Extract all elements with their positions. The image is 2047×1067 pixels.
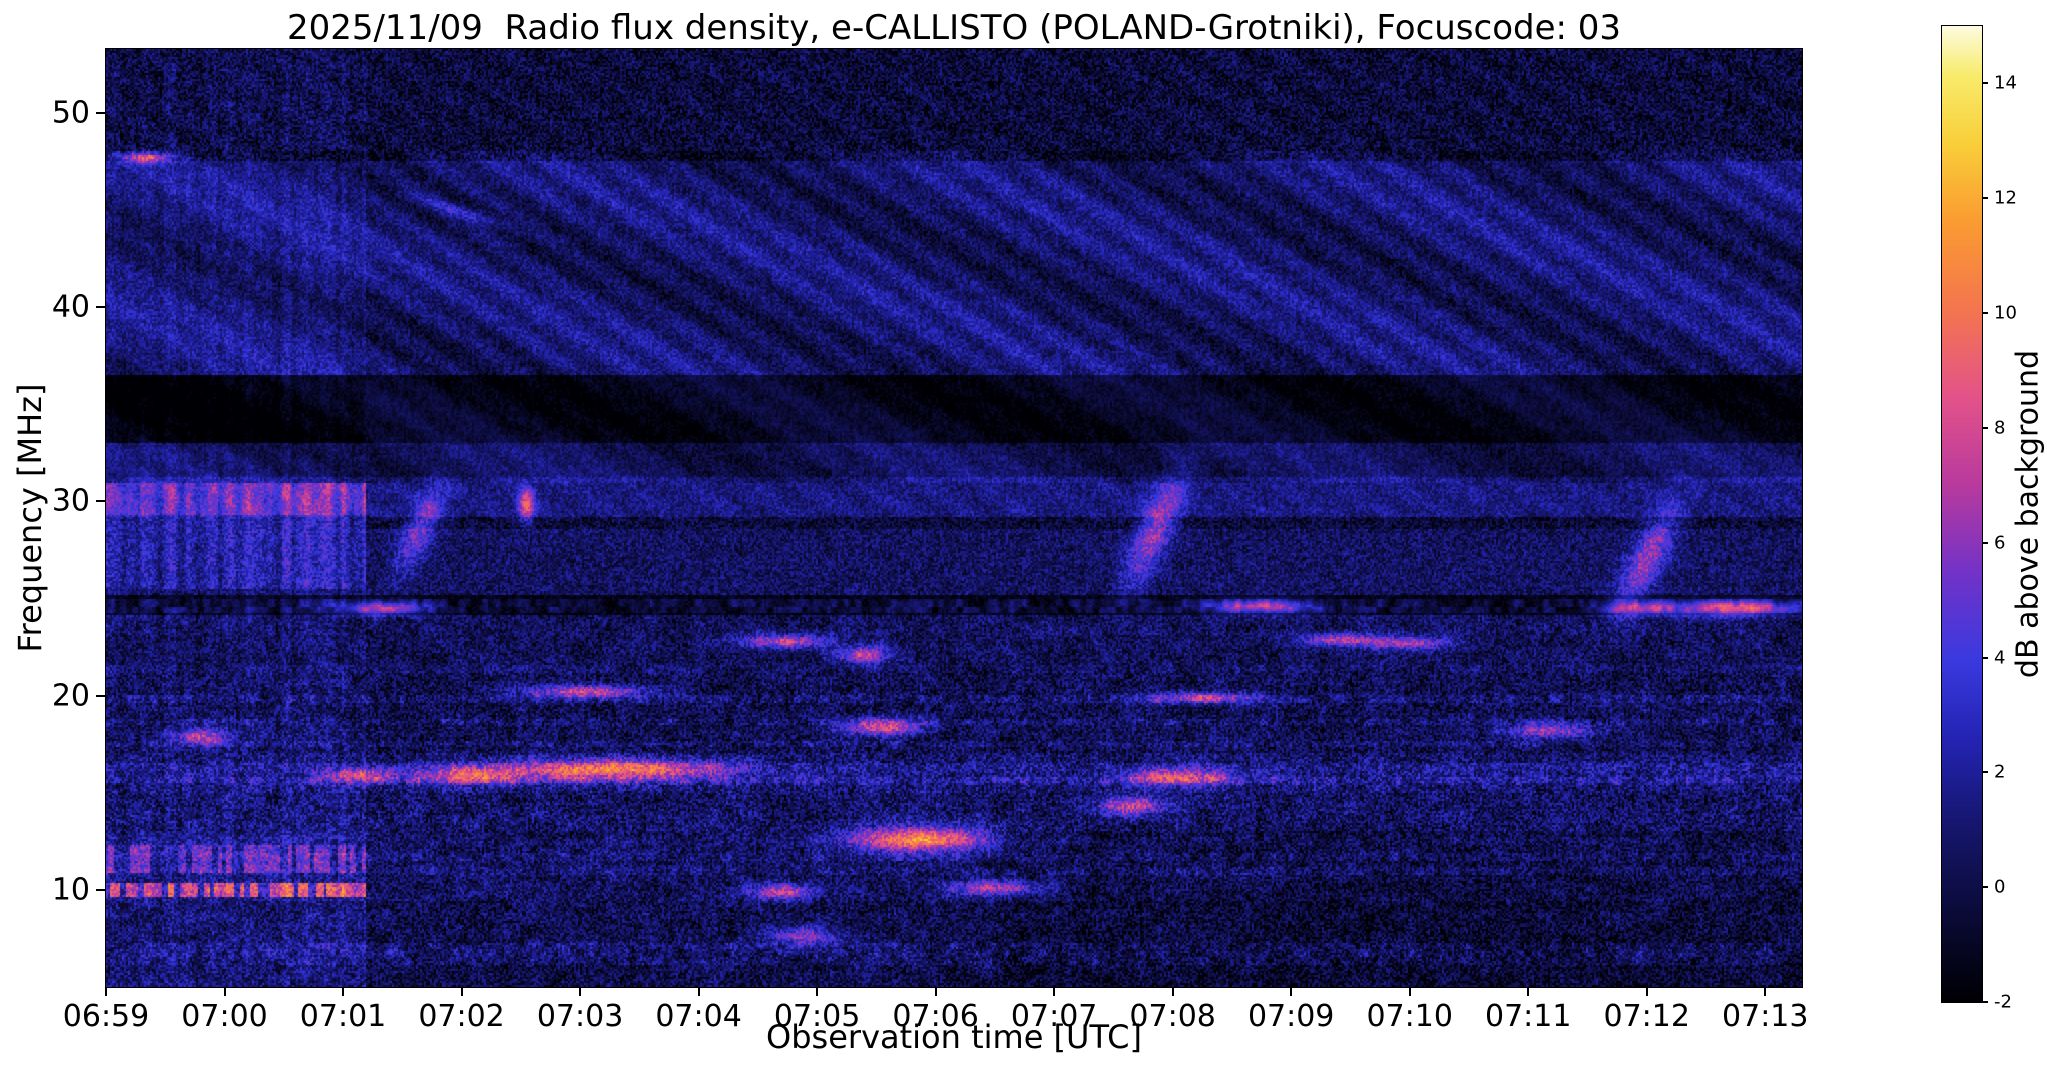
colorbar-tick-label: 6 <box>1994 532 2006 554</box>
colorbar-tick-label: -2 <box>1994 991 2012 1013</box>
colorbar <box>1941 25 1983 1003</box>
colorbar-label: dB above background <box>2010 349 2046 679</box>
x-tick-mark <box>934 987 937 996</box>
y-tick-label: 40 <box>51 289 90 325</box>
x-tick-label: 07:09 <box>1247 999 1335 1034</box>
x-tick-mark <box>697 987 700 996</box>
x-tick-label: 07:03 <box>536 999 624 1034</box>
x-tick-label: 06:59 <box>62 999 150 1034</box>
x-tick-label: 07:07 <box>1010 999 1098 1034</box>
colorbar-tick-label: 8 <box>1994 417 2006 439</box>
x-tick-label: 07:04 <box>655 999 742 1034</box>
x-tick-label: 07:13 <box>1722 999 1809 1034</box>
colorbar-tick-label: 14 <box>1994 72 2017 94</box>
x-tick-mark <box>223 987 226 996</box>
y-tick-label: 20 <box>51 678 90 714</box>
y-tick-mark <box>96 500 105 503</box>
x-tick-mark <box>1408 987 1411 996</box>
x-tick-label: 07:00 <box>181 999 268 1034</box>
y-tick-label: 50 <box>51 95 90 131</box>
x-tick-mark <box>579 987 582 996</box>
colorbar-tick-label: 0 <box>1994 876 2006 898</box>
figure-title: 2025/11/09 Radio flux density, e-CALLIST… <box>286 8 1622 48</box>
colorbar-tick-label: 10 <box>1994 302 2017 324</box>
y-tick-label: 30 <box>51 483 90 519</box>
x-tick-mark <box>1290 987 1293 996</box>
x-tick-label: 07:11 <box>1484 999 1572 1034</box>
colorbar-tick-mark <box>1982 197 1988 200</box>
x-tick-mark <box>342 987 345 996</box>
x-tick-mark <box>1171 987 1174 996</box>
colorbar-tick-label: 2 <box>1994 761 2006 783</box>
x-tick-mark <box>105 987 107 996</box>
x-tick-mark <box>1764 987 1767 996</box>
plot-area <box>105 48 1803 988</box>
x-tick-label: 07:12 <box>1603 999 1690 1034</box>
y-tick-label: 10 <box>51 872 90 908</box>
colorbar-tick-mark <box>1982 771 1988 774</box>
x-tick-mark <box>1053 987 1056 996</box>
colorbar-tick-mark <box>1982 541 1988 544</box>
y-tick-mark <box>96 306 105 309</box>
colorbar-tick-label: 12 <box>1994 187 2017 209</box>
x-tick-mark <box>1527 987 1530 996</box>
x-tick-mark <box>1645 987 1648 996</box>
y-tick-mark <box>96 888 105 891</box>
x-tick-label: 07:10 <box>1366 999 1453 1034</box>
colorbar-tick-label: 4 <box>1994 647 2006 669</box>
x-axis-label: Observation time [UTC] <box>766 1018 1142 1056</box>
y-tick-mark <box>96 694 105 697</box>
colorbar-tick-mark <box>1982 886 1988 889</box>
x-tick-label: 07:05 <box>773 999 861 1034</box>
colorbar-tick-mark <box>1982 312 1988 315</box>
y-tick-mark <box>96 112 105 115</box>
colorbar-canvas <box>1942 26 1982 1002</box>
spectrogram-canvas <box>106 49 1802 987</box>
colorbar-tick-mark <box>1982 656 1988 659</box>
x-tick-mark <box>816 987 819 996</box>
x-tick-label: 07:01 <box>299 999 387 1034</box>
x-tick-mark <box>460 987 463 996</box>
x-tick-label: 07:02 <box>418 999 505 1034</box>
colorbar-tick-mark <box>1982 1001 1988 1003</box>
x-tick-label: 07:06 <box>892 999 979 1034</box>
colorbar-tick-mark <box>1982 82 1988 85</box>
colorbar-tick-mark <box>1982 426 1988 429</box>
x-tick-label: 07:08 <box>1129 999 1216 1034</box>
